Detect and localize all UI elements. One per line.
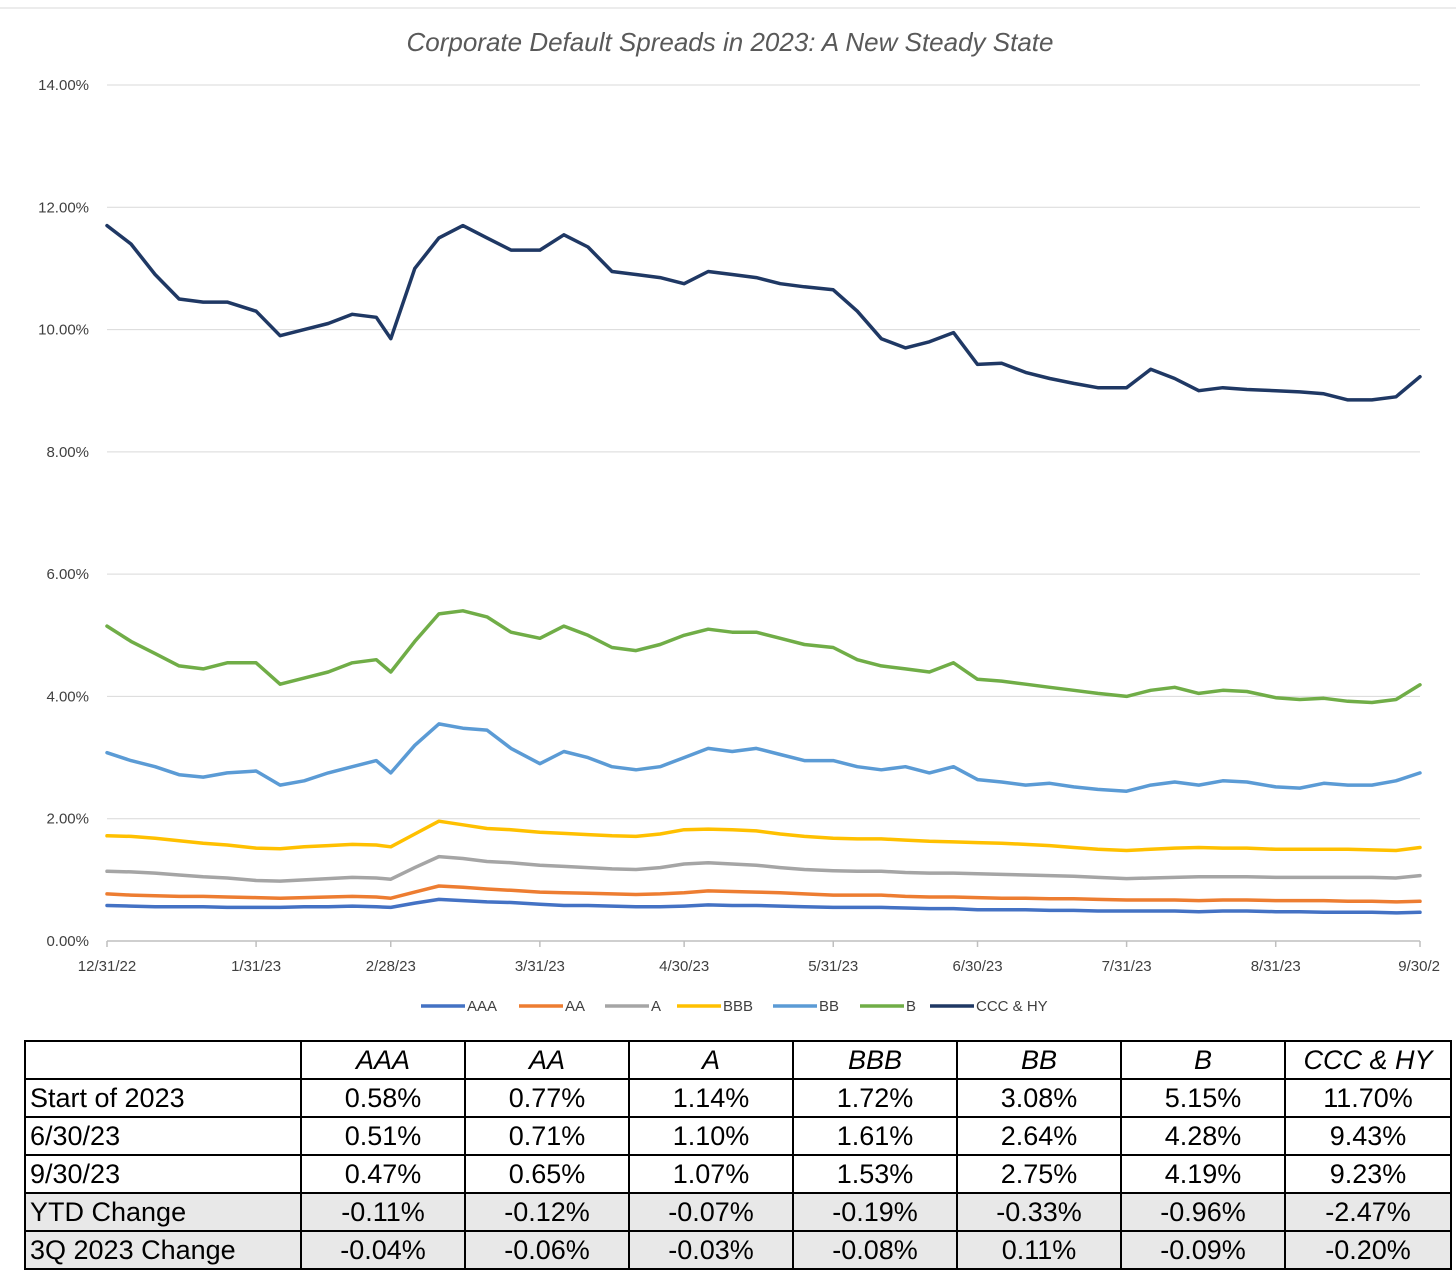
table-cell: 1.14% — [628, 1078, 794, 1118]
x-tick-label: 3/31/23 — [515, 958, 565, 975]
y-tick-label: 4.00% — [46, 688, 89, 705]
y-tick-label: 10.00% — [38, 322, 89, 339]
table-cell: -0.96% — [1120, 1192, 1286, 1232]
table-cell: 4.19% — [1120, 1154, 1286, 1194]
table-cell: 5.15% — [1120, 1078, 1286, 1118]
table-cell: 1.07% — [628, 1154, 794, 1194]
x-tick-label: 5/31/23 — [808, 958, 858, 975]
table-cell: 1.10% — [628, 1116, 794, 1156]
table-row: 3Q 2023 Change -0.04% -0.06% -0.03% -0.08% 0.… — [24, 1230, 1452, 1270]
table-header-cell: CCC & HY — [1284, 1040, 1452, 1080]
legend-label: BB — [819, 998, 839, 1015]
table-row: Start of 2023 0.58% 0.77% 1.14% 1.72% 3.08% 5.… — [24, 1078, 1452, 1118]
table-header-cell: AAA — [300, 1040, 466, 1080]
table-cell: 9.43% — [1284, 1116, 1452, 1156]
table-cell: -0.19% — [792, 1192, 958, 1232]
table-cell: -2.47% — [1284, 1192, 1452, 1232]
table-cell: 3.08% — [956, 1078, 1122, 1118]
table-cell: -0.08% — [792, 1230, 958, 1270]
series-line-bbb — [105, 819, 1422, 853]
series-line-ccc-hy — [105, 223, 1422, 402]
table-cell: 1.61% — [792, 1116, 958, 1156]
x-tick-label: 2/28/23 — [366, 958, 416, 975]
x-tick-label: 6/30/23 — [953, 958, 1003, 975]
table-cell: -0.06% — [464, 1230, 630, 1270]
x-tick-label: 4/30/23 — [659, 958, 709, 975]
legend-label: B — [906, 998, 916, 1015]
table-cell: 4.28% — [1120, 1116, 1286, 1156]
y-tick-label: 2.00% — [46, 811, 89, 828]
series-lines — [105, 223, 1422, 915]
series-line-bb — [105, 722, 1422, 793]
table-row: 9/30/23 0.47% 0.65% 1.07% 1.53% 2.75% 4.19% 9.2… — [24, 1154, 1452, 1194]
gridlines — [107, 84, 1420, 820]
table-cell: -0.11% — [300, 1192, 466, 1232]
table-cell: -0.20% — [1284, 1230, 1452, 1270]
table-header-cell: B — [1120, 1040, 1286, 1080]
table-cell: 0.71% — [464, 1116, 630, 1156]
table-cell: 0.77% — [464, 1078, 630, 1118]
x-tick-label: 7/31/23 — [1102, 958, 1152, 975]
table-cell: 0.11% — [956, 1230, 1122, 1270]
summary-table: AAA AA A BBB BB B CCC & HY Start of 2023 0.58% 0… — [24, 1040, 1452, 1270]
table-row-label: 9/30/23 — [24, 1154, 302, 1194]
y-tick-label: 8.00% — [46, 444, 89, 461]
table-header-cell: BB — [956, 1040, 1122, 1080]
table-cell: -0.09% — [1120, 1230, 1286, 1270]
legend-label: AAA — [467, 998, 497, 1015]
table-cell: 0.65% — [464, 1154, 630, 1194]
x-axis: 12/31/22 1/31/23 2/28/23 3/31/23 4/30/23 5/31… — [78, 940, 1440, 975]
table-corner-cell — [24, 1040, 302, 1080]
series-line-aa — [105, 884, 1422, 904]
line-chart: Corporate Default Spreads in 2023: A New… — [0, 7, 1456, 1015]
x-tick-label: 12/31/22 — [78, 958, 136, 975]
legend: AAA AA A BBB BB B CCC & HY — [421, 998, 1048, 1015]
x-tick-label: 9/30/2 — [1398, 958, 1440, 975]
series-line-a — [105, 854, 1422, 883]
legend-label: CCC & HY — [976, 998, 1048, 1015]
legend-label: A — [651, 998, 661, 1015]
table-cell: 0.47% — [300, 1154, 466, 1194]
table-cell: -0.33% — [956, 1192, 1122, 1232]
table-cell: 2.64% — [956, 1116, 1122, 1156]
y-tick-label: 6.00% — [46, 566, 89, 583]
table-row-label: YTD Change — [24, 1192, 302, 1232]
table-cell: -0.03% — [628, 1230, 794, 1270]
table-row-label: 3Q 2023 Change — [24, 1230, 302, 1270]
table-cell: 2.75% — [956, 1154, 1122, 1194]
x-tick-label: 1/31/23 — [231, 958, 281, 975]
table-cell: -0.12% — [464, 1192, 630, 1232]
table-header-cell: BBB — [792, 1040, 958, 1080]
table-cell: 0.58% — [300, 1078, 466, 1118]
table-cell: 1.53% — [792, 1154, 958, 1194]
table-row: 6/30/23 0.51% 0.71% 1.10% 1.61% 2.64% 4.28% 9.4… — [24, 1116, 1452, 1156]
table-row-label: 6/30/23 — [24, 1116, 302, 1156]
legend-label: BBB — [723, 998, 753, 1015]
series-line-b — [105, 609, 1422, 705]
table-header-cell: A — [628, 1040, 794, 1080]
table-cell: 0.51% — [300, 1116, 466, 1156]
y-tick-label: 0.00% — [46, 933, 89, 950]
y-tick-label: 12.00% — [38, 199, 89, 216]
table-cell: -0.07% — [628, 1192, 794, 1232]
table-header-cell: AA — [464, 1040, 630, 1080]
table-row-label: Start of 2023 — [24, 1078, 302, 1118]
table-body: Start of 2023 0.58% 0.77% 1.14% 1.72% 3.08% 5.… — [24, 1078, 1452, 1270]
y-axis-tick-labels: 0.00% 2.00% 4.00% 6.00% 8.00% 10.00% 12.00% 14.… — [38, 77, 89, 950]
legend-label: AA — [565, 998, 585, 1015]
table-cell: 9.23% — [1284, 1154, 1452, 1194]
x-tick-label: 8/31/23 — [1251, 958, 1301, 975]
table-row: YTD Change -0.11% -0.12% -0.07% -0.19% -0.33%… — [24, 1192, 1452, 1232]
chart-title: Corporate Default Spreads in 2023: A New… — [406, 27, 1053, 57]
y-tick-label: 14.00% — [38, 77, 89, 94]
series-line-aaa — [105, 897, 1422, 915]
table-header-row: AAA AA A BBB BB B CCC & HY — [24, 1040, 1452, 1080]
table-cell: 1.72% — [792, 1078, 958, 1118]
table-cell: -0.04% — [300, 1230, 466, 1270]
table-cell: 11.70% — [1284, 1078, 1452, 1118]
